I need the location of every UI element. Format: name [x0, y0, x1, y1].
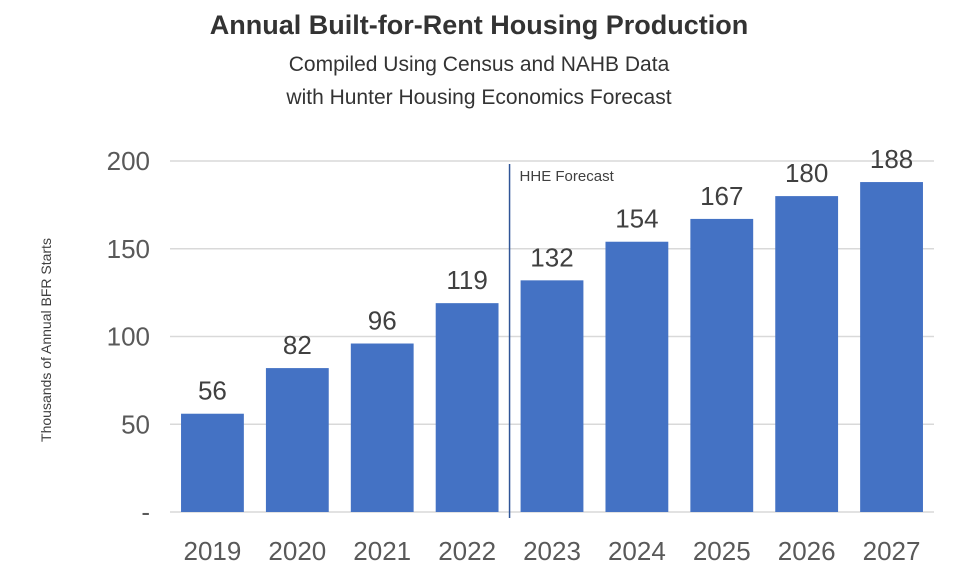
y-tick-label: -: [141, 497, 150, 527]
data-labels: 56 82 96 119 132 154 167 180 188: [198, 144, 913, 406]
data-label-2023: 132: [530, 242, 573, 272]
chart-title: Annual Built-for-Rent Housing Production: [209, 10, 749, 40]
data-label-2024: 154: [615, 204, 658, 234]
bar-2021: [350, 343, 414, 512]
x-tick-label-2021: 2021: [353, 536, 411, 566]
bar-2026: [775, 196, 839, 512]
x-tick-label-2023: 2023: [523, 536, 581, 566]
chart-subtitle-line-1: Compiled Using Census and NAHB Data: [288, 53, 670, 76]
bar-2024: [605, 241, 669, 513]
bar-2019: [181, 413, 244, 512]
chart-subtitle-line-2: with Hunter Housing Economics Forecast: [286, 86, 672, 109]
data-label-2026: 180: [785, 158, 828, 188]
data-label-2027: 188: [870, 144, 913, 174]
y-tick-label: 200: [107, 146, 150, 176]
bar-2025: [690, 218, 754, 513]
data-label-2019: 56: [198, 376, 227, 406]
data-label-2020: 82: [283, 330, 312, 360]
x-tick-label-2026: 2026: [778, 536, 836, 566]
x-tick-label-2027: 2027: [863, 536, 921, 566]
y-tick-label: 100: [107, 322, 150, 352]
bar-2027: [860, 182, 923, 512]
y-axis-label: Thousands of Annual BFR Starts: [38, 238, 54, 442]
forecast-annotation: HHE Forecast: [520, 168, 615, 185]
x-tick-label-2019: 2019: [184, 536, 242, 566]
data-label-2021: 96: [368, 306, 397, 336]
y-tick-label: 150: [107, 234, 150, 264]
bar-2020: [265, 368, 329, 512]
x-tick-label-2020: 2020: [268, 536, 326, 566]
y-axis-ticks: - 50 100 150 200: [107, 146, 150, 527]
data-label-2025: 167: [700, 181, 743, 211]
bar-2022: [435, 303, 499, 512]
x-tick-label-2025: 2025: [693, 536, 751, 566]
bars: [181, 182, 923, 513]
x-tick-label-2022: 2022: [438, 536, 496, 566]
bar-2023: [520, 280, 584, 512]
x-tick-label-2024: 2024: [608, 536, 666, 566]
data-label-2022: 119: [446, 265, 487, 295]
x-axis-ticks: 2019 2020 2021 2022 2023 2024 2025 2026 2027: [184, 536, 921, 566]
y-tick-label: 50: [121, 409, 150, 439]
